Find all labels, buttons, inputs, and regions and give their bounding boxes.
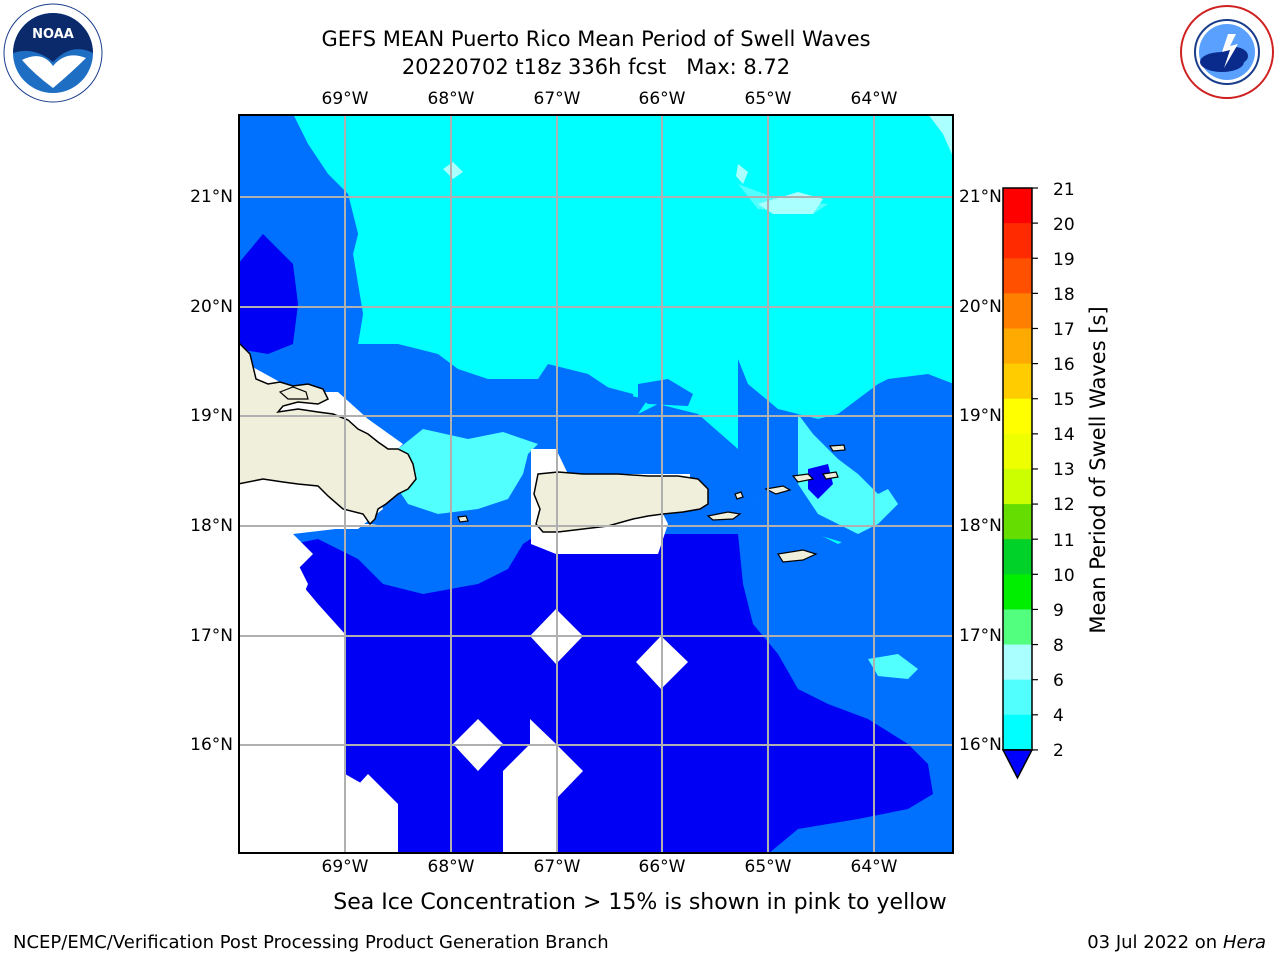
contour-pale-cyan xyxy=(928,114,954,159)
wave-period-map xyxy=(237,114,954,858)
footer-credit: NCEP/EMC/Verification Post Processing Pr… xyxy=(13,932,609,953)
colorbar-tick-label: 18 xyxy=(1053,285,1075,305)
contour-mid-blue-center xyxy=(538,379,638,424)
lon-label-bottom: 66°W xyxy=(638,857,686,877)
colorbar-band xyxy=(1003,574,1032,610)
lon-label-bottom: 68°W xyxy=(427,857,475,877)
footer-date: 03 Jul 2022 on Hera xyxy=(1087,932,1266,953)
lon-label-top: 67°W xyxy=(533,89,581,109)
lon-label-top: 66°W xyxy=(638,89,686,109)
graticule xyxy=(238,114,954,854)
land-vieques xyxy=(706,511,742,521)
lon-label-bottom: 69°W xyxy=(321,857,369,877)
lat-label-left: 19°N xyxy=(190,406,233,426)
colorbar-tick-label: 12 xyxy=(1053,495,1075,515)
lat-label-left: 21°N xyxy=(190,187,233,207)
colorbar-tick-label: 14 xyxy=(1053,425,1075,445)
lat-label-right: 21°N xyxy=(959,187,1002,207)
lat-label-left: 17°N xyxy=(190,626,233,646)
colorbar-band xyxy=(1003,258,1032,294)
sea-ice-caption: Sea Ice Concentration > 15% is shown in … xyxy=(333,890,947,915)
colorbar-band xyxy=(1003,644,1032,681)
colorbar-band xyxy=(1003,609,1032,646)
lat-label-left: 18°N xyxy=(190,516,233,536)
colorbar-tick-label: 9 xyxy=(1053,601,1064,621)
colorbar-tick-label: 21 xyxy=(1053,180,1075,200)
lat-label-right: 16°N xyxy=(959,735,1002,755)
lon-label-bottom: 67°W xyxy=(533,857,581,877)
colorbar-band xyxy=(1003,504,1032,540)
colorbar-tick-label: 11 xyxy=(1053,531,1075,551)
lon-label-bottom: 64°W xyxy=(850,857,898,877)
colorbar-tick-label: 17 xyxy=(1053,320,1075,340)
colorbar-band xyxy=(1003,679,1032,716)
colorbar-band xyxy=(1003,293,1032,329)
colorbar-band xyxy=(1003,328,1032,365)
colorbar-tick-label: 20 xyxy=(1053,215,1075,235)
chart-title: GEFS MEAN Puerto Rico Mean Period of Swe… xyxy=(321,27,871,51)
contour-light-cyan xyxy=(388,429,538,514)
lat-label-right: 18°N xyxy=(959,516,1002,536)
colorbar-tick-label: 6 xyxy=(1053,671,1064,691)
lon-label-top: 64°W xyxy=(850,89,898,109)
colorbar-band xyxy=(1003,398,1032,435)
colorbar-title: Mean Period of Swell Waves [s] xyxy=(1086,306,1110,634)
footer-date-text: 03 Jul 2022 on xyxy=(1087,932,1218,953)
lat-label-right: 19°N xyxy=(959,406,1002,426)
lon-label-bottom: 65°W xyxy=(744,857,792,877)
lon-label-top: 69°W xyxy=(321,89,369,109)
colorbar-band xyxy=(1003,468,1032,505)
land-culebra xyxy=(734,491,744,500)
svg-text:NOAA: NOAA xyxy=(32,27,74,42)
colorbar-tick-label: 13 xyxy=(1053,460,1075,480)
colorbar-extend-arrow xyxy=(1001,749,1034,780)
land-hispaniola xyxy=(237,340,417,526)
lon-label-top: 68°W xyxy=(427,89,475,109)
chart-subtitle: 20220702 t18z 336h fcst Max: 8.72 xyxy=(401,55,791,79)
noaa-logo: NOAA xyxy=(2,2,104,108)
footer-machine: Hera xyxy=(1222,932,1266,953)
colorbar-band xyxy=(1003,433,1032,470)
lat-label-right: 20°N xyxy=(959,297,1002,317)
contour-dark-blue xyxy=(268,534,933,854)
colorbar-band xyxy=(1003,188,1032,224)
nws-logo xyxy=(1178,4,1276,104)
colorbar-band xyxy=(1003,363,1032,400)
colorbar-tick-label: 15 xyxy=(1053,390,1075,410)
colorbar xyxy=(1000,186,1040,790)
colorbar-tick-label: 2 xyxy=(1053,741,1064,761)
lon-label-top: 65°W xyxy=(744,89,792,109)
colorbar-band xyxy=(1003,223,1032,259)
lat-label-left: 16°N xyxy=(190,735,233,755)
lat-label-right: 17°N xyxy=(959,626,1002,646)
colorbar-tick-label: 8 xyxy=(1053,636,1064,656)
colorbar-tick-label: 4 xyxy=(1053,706,1064,726)
colorbar-tick-label: 19 xyxy=(1053,250,1075,270)
colorbar-tick-label: 16 xyxy=(1053,355,1075,375)
land-virgin-islands xyxy=(764,485,792,495)
lat-label-left: 20°N xyxy=(190,297,233,317)
colorbar-tick-label: 10 xyxy=(1053,566,1075,586)
colorbar-band xyxy=(1003,714,1032,751)
colorbar-band xyxy=(1003,539,1032,575)
